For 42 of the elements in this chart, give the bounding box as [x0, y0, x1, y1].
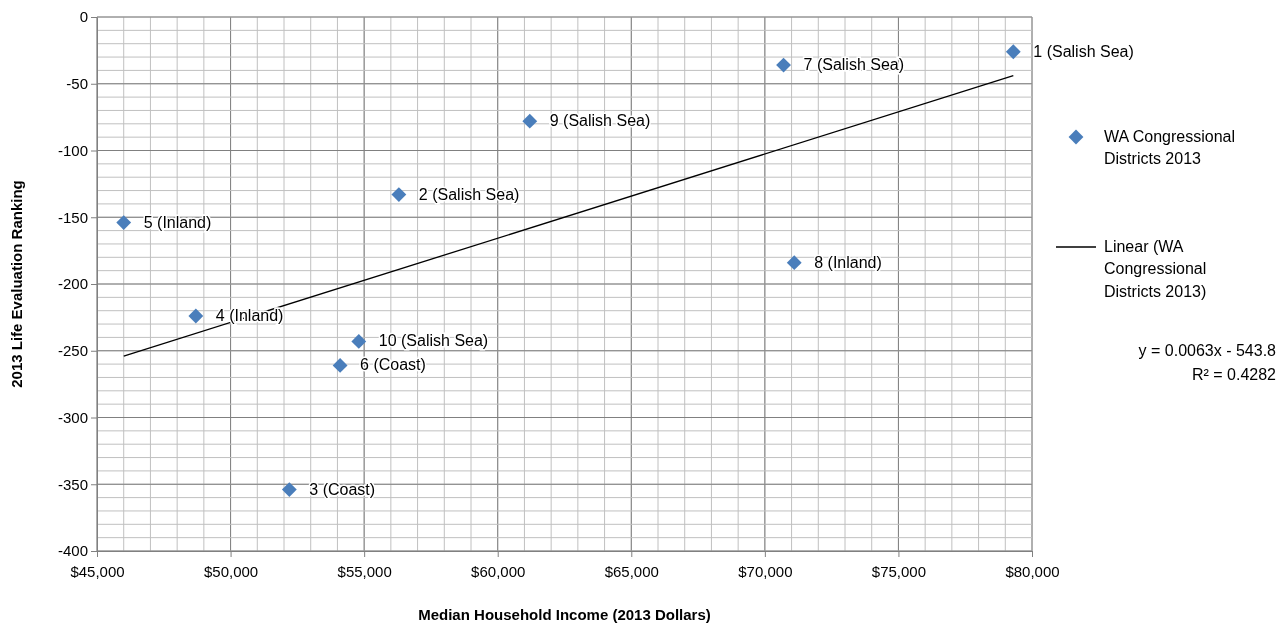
point: [351, 333, 367, 349]
y-axis-title: 2013 Life Evaluation Ranking: [8, 180, 25, 388]
x-tick-label: $70,000: [738, 562, 793, 580]
text: R² = 0.4282: [1191, 366, 1277, 383]
x-tick-label: $55,000: [337, 562, 392, 580]
annotation: 9 (Salish Sea): [549, 112, 651, 130]
point: [1005, 44, 1021, 60]
annotation: 2 (Salish Sea): [418, 185, 520, 203]
annotation: 5 (Inland): [143, 213, 212, 231]
y-tick-label: -50: [66, 75, 88, 93]
x-tick-label: $60,000: [471, 562, 526, 580]
point: [116, 215, 132, 231]
y-tick-label: -300: [57, 408, 88, 426]
y-tick-label: -200: [57, 275, 88, 293]
annotation: 10 (Salish Sea): [378, 332, 489, 350]
point: [281, 482, 297, 498]
y-tick-label: 0: [79, 8, 88, 26]
annotation: 7 (Salish Sea): [803, 56, 905, 74]
annotation: 1 (Salish Sea): [1033, 42, 1134, 60]
annotation: 3 (Coast): [309, 480, 376, 498]
point: [188, 308, 204, 324]
x-tick-label: $50,000: [203, 562, 259, 580]
y-tick-label: -100: [57, 141, 88, 159]
annotation: 6 (Coast): [360, 356, 426, 374]
x-tick-label: $65,000: [604, 562, 659, 580]
legend-label: WA Congressional Districts 2013: [1104, 128, 1236, 168]
point: [391, 187, 407, 202]
x-axis-title: Median Household Income (2013 Dollars): [418, 606, 711, 623]
point: [786, 255, 802, 271]
point: [332, 358, 348, 373]
y-tick-label: -400: [57, 542, 88, 560]
annotation: 8 (Inland): [814, 253, 882, 271]
text: y = 0.0063x - 543.8: [1138, 342, 1277, 359]
point: [776, 57, 791, 73]
x-tick-label: $45,000: [70, 562, 125, 580]
y-tick-label: -150: [57, 208, 88, 226]
x-tick-label: $80,000: [1005, 562, 1060, 580]
point: [522, 113, 538, 129]
y-tick-label: -250: [57, 342, 88, 360]
legend-label: Linear (WA Congressional Districts 2013): [1104, 238, 1207, 300]
x-tick-label: $75,000: [871, 562, 927, 580]
y-tick-label: -350: [57, 475, 88, 493]
